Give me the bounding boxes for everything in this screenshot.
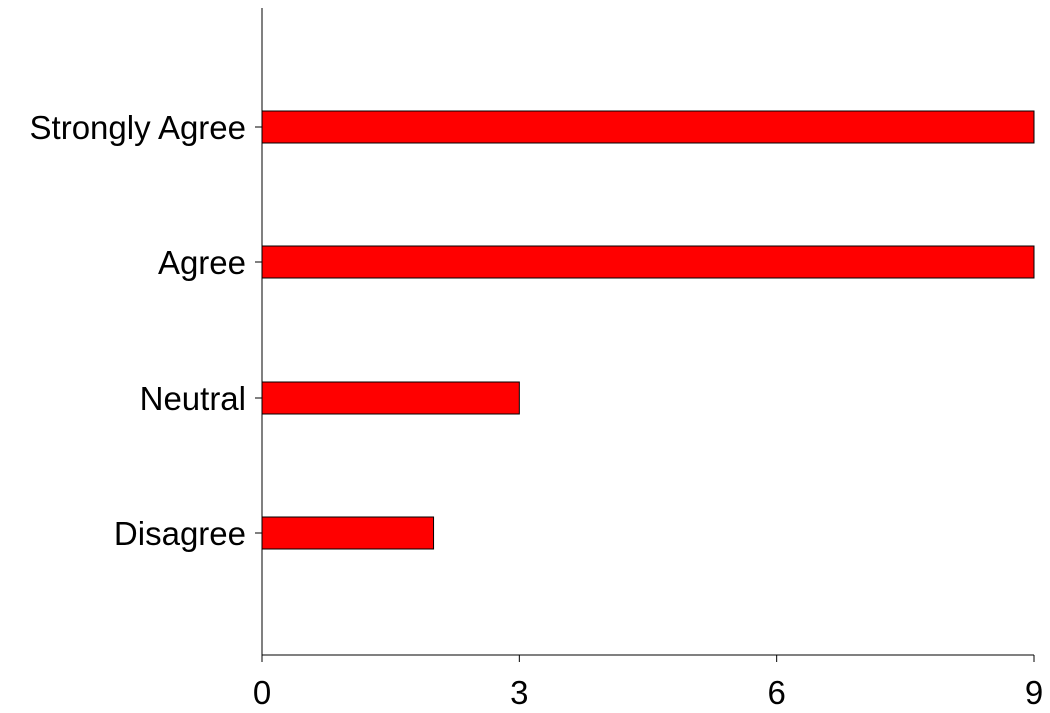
bar-agree [261,245,1035,279]
x-tick-label-0: 0 [253,674,271,711]
bar-strongly-agree [261,110,1035,144]
bars-group [261,110,1035,550]
labels-group: Strongly Agree Agree Neutral Disagree 0 3 6 9 [30,109,1044,711]
x-tick-label-9: 9 [1025,674,1043,711]
y-tick-label-agree: Agree [158,244,246,281]
x-tick-label-6: 6 [767,674,785,711]
y-tick-label-strongly-agree: Strongly Agree [30,109,246,146]
x-tick-label-3: 3 [510,674,528,711]
axes-group [255,8,1035,662]
y-tick-label-disagree: Disagree [114,515,246,552]
y-tick-label-neutral: Neutral [140,380,246,417]
bar-disagree [261,516,435,550]
bar-neutral [261,381,520,415]
